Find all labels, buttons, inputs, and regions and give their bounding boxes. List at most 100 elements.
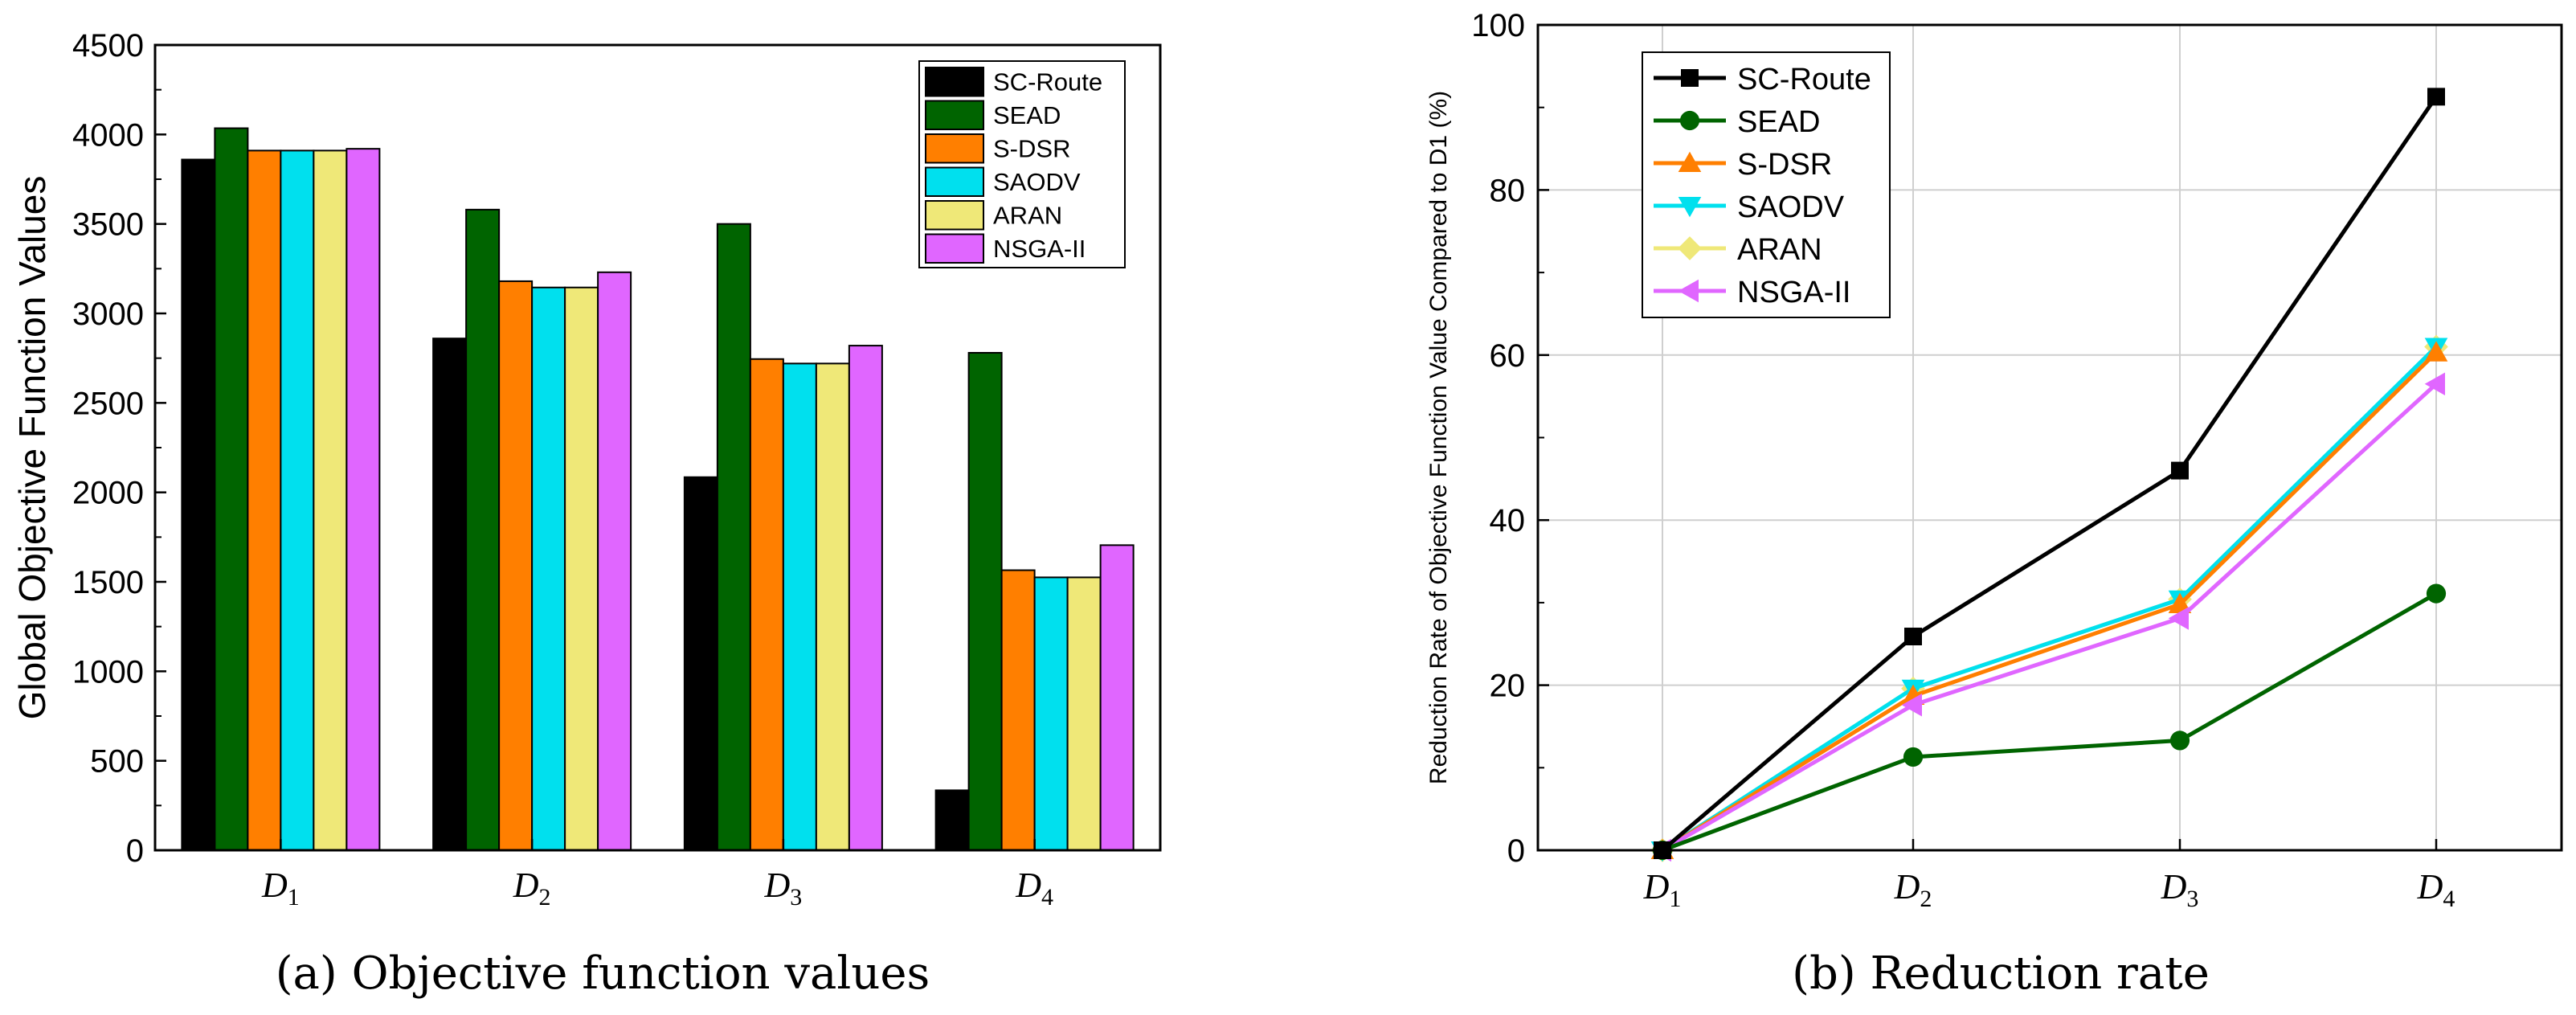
bar-nsga-ii-d1 (346, 148, 381, 851)
series-line-sead (1662, 591, 2438, 853)
x-tick-main: D (1894, 867, 1920, 907)
caption-a: (a) Objective function values (276, 947, 930, 1000)
x-tick-main: D (763, 866, 790, 905)
plot-frame (1536, 23, 2563, 852)
legend-label: NSGA-II (1737, 276, 1850, 309)
series-line-s-dsr (1661, 350, 2438, 853)
legend-swatch (925, 233, 984, 264)
y-axis-label: Reduction Rate of Objective Function Val… (1425, 91, 1452, 784)
y-tick-label: 20 (1490, 669, 1526, 704)
bar-saodv-d4 (1033, 576, 1069, 852)
bar-nsga-ii-d3 (848, 345, 883, 851)
x-tick-main: D (2161, 867, 2187, 907)
point-nsga-ii-d4 (2424, 372, 2445, 396)
bar-nsga-ii-d2 (597, 271, 632, 851)
legend: SC-Route SEAD S-DSR SAODV ARAN NSGA-II (1642, 51, 1891, 318)
x-tick-subscript: 1 (288, 884, 300, 911)
x-tick-subscript: 2 (539, 884, 551, 911)
x-tick-label: D1 (1643, 867, 1682, 912)
point-sc-route-d3 (2171, 461, 2189, 480)
point-nsga-ii-d2 (1901, 693, 1922, 717)
y-tick-label: 2500 (72, 386, 144, 421)
y-tick-label: 1000 (72, 654, 144, 690)
x-tick-subscript: 4 (2443, 886, 2455, 912)
point-sc-route-d2 (1904, 628, 1922, 646)
legend-swatch (925, 133, 984, 164)
x-tick-main: D (1643, 867, 1670, 907)
x-tick-label: D4 (1015, 866, 1053, 911)
x-tick-subscript: 4 (1041, 884, 1053, 911)
y-tick-label: 4500 (72, 28, 144, 63)
legend-label: ARAN (993, 202, 1062, 230)
point-nsga-ii-d3 (2168, 607, 2189, 630)
caption-b: (b) Reduction rate (1792, 947, 2210, 1000)
bar-aran-d3 (815, 362, 850, 851)
bar-aran-d2 (564, 286, 599, 852)
bar-aran-d1 (313, 149, 348, 851)
legend-label: S-DSR (1737, 148, 1832, 182)
legend: SC-Route SEAD S-DSR SAODV ARAN NSGA-II (918, 60, 1126, 268)
x-tick-label: D4 (2417, 867, 2455, 912)
point-sc-route-d4 (2427, 88, 2445, 106)
series-line-nsga-ii (1661, 382, 2438, 853)
y-tick-label: 60 (1490, 338, 1526, 374)
x-tick-label: D1 (261, 866, 300, 911)
y-tick-label: 3500 (72, 207, 144, 243)
point-sead-d2 (1903, 747, 1924, 767)
legend-box (1642, 51, 1891, 318)
bar-saodv-d3 (782, 362, 817, 851)
bar-chart-objective-values: 0 500 1000 1500 2000 2500 3000 3500 4000 4500 Glob… (11, 28, 1162, 1000)
y-axis-label: Global Objective Function Values (11, 176, 53, 720)
bar-sead-d1 (214, 127, 249, 852)
bar-saodv-d1 (280, 149, 315, 851)
bar-saodv-d2 (531, 286, 566, 852)
point-sead-d4 (2426, 583, 2447, 604)
y-tick-label: 80 (1490, 173, 1526, 208)
legend-label: S-DSR (993, 135, 1070, 163)
legend-marker (1678, 151, 1702, 172)
plot-frame (153, 43, 1162, 852)
bar-nsga-ii-d4 (1099, 544, 1135, 851)
bar-sead-d3 (716, 223, 751, 851)
legend-label: ARAN (1737, 233, 1822, 267)
legend-marker (1678, 279, 1699, 303)
bar-aran-d4 (1066, 576, 1102, 852)
bar-s-dsr-d1 (247, 149, 282, 851)
y-tick-label: 500 (90, 744, 144, 780)
legend-label: SEAD (993, 101, 1061, 129)
legend-swatch (925, 200, 984, 231)
bar-s-dsr-d2 (498, 280, 534, 852)
x-tick-label: D3 (763, 866, 802, 911)
legend-marker (1678, 197, 1702, 218)
x-tick-subscript: 3 (790, 884, 802, 911)
bar-s-dsr-d3 (749, 358, 784, 851)
bar-sead-d2 (465, 208, 501, 851)
bar-sc-route-d3 (683, 476, 718, 851)
legend-swatch (925, 166, 984, 197)
bar-sead-d4 (967, 351, 1003, 851)
point-sead-d3 (2169, 731, 2190, 751)
y-tick-label: 3000 (72, 297, 144, 332)
x-tick-label: D2 (1894, 867, 1932, 912)
y-tick-label: 0 (1507, 833, 1525, 869)
legend-swatch (925, 100, 984, 130)
bar-sc-route-d1 (181, 158, 216, 852)
legend-label: SEAD (1737, 105, 1820, 139)
series-line-sc-route (1661, 95, 2439, 852)
x-tick-subscript: 3 (2186, 886, 2198, 912)
x-tick-main: D (2417, 867, 2443, 907)
y-tick-label: 100 (1471, 8, 1525, 43)
line-chart-reduction-rate: 0 20 40 60 80 100 Reduction Rate of Objective … (1425, 8, 2563, 1000)
legend-marker (1678, 236, 1702, 260)
bar-s-dsr-d4 (1000, 569, 1036, 851)
x-tick-label: D2 (513, 866, 551, 911)
x-tick-main: D (261, 866, 288, 905)
x-tick-subscript: 2 (1920, 886, 1932, 912)
legend-marker (1679, 110, 1700, 131)
legend-label: SAODV (1737, 190, 1845, 224)
legend-label: NSGA-II (993, 235, 1086, 263)
legend-marker (1681, 69, 1699, 87)
y-tick-label: 1500 (72, 565, 144, 600)
legend-swatch (925, 67, 984, 97)
